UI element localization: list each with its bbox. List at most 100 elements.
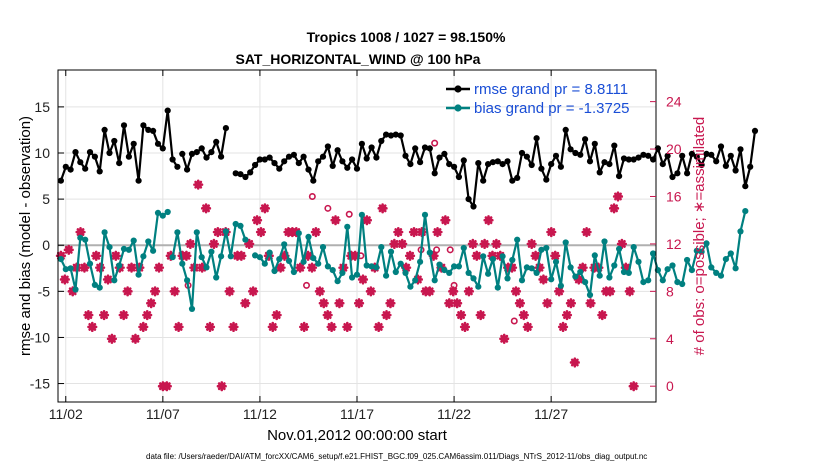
rmse-point xyxy=(125,153,132,160)
rmse-point xyxy=(91,153,98,160)
rmse-point xyxy=(329,162,336,169)
rmse-point xyxy=(86,149,94,156)
rmse-point xyxy=(562,126,569,133)
y2-axis-label: # of obs: o=possible; ∗=assimilated xyxy=(691,117,708,356)
obs-assimilated-marker xyxy=(487,250,498,261)
x-tick-label: 11/22 xyxy=(437,406,471,422)
obs-assimilated-marker xyxy=(59,274,70,285)
obs-assimilated-marker xyxy=(185,238,196,250)
bias-point xyxy=(339,269,346,276)
bias-point xyxy=(611,262,618,269)
rmse-point xyxy=(164,107,171,114)
rmse-point xyxy=(669,173,676,181)
bias-point xyxy=(208,248,215,255)
y2-tick-label: 12 xyxy=(666,236,682,252)
obs-assimilated-marker xyxy=(302,250,314,261)
rmse-point xyxy=(407,161,414,168)
obs-assimilated-marker xyxy=(259,203,271,214)
obs-assimilated-marker xyxy=(452,298,463,309)
obs-assimilated-marker xyxy=(624,286,635,297)
rmse-point xyxy=(538,165,545,172)
bias-point xyxy=(684,256,691,264)
obs-assimilated-marker xyxy=(550,250,561,261)
bias-point xyxy=(518,277,526,284)
bias-point xyxy=(533,269,540,276)
bias-point xyxy=(324,263,331,270)
bias-point xyxy=(150,247,157,254)
bias-point xyxy=(640,279,647,286)
obs-assimilated-marker xyxy=(118,309,129,321)
bias-point xyxy=(509,256,516,264)
legend-rmse-marker xyxy=(454,85,462,93)
rmse-point xyxy=(650,156,657,163)
rmse-point xyxy=(285,153,293,160)
y2-tick-label: 4 xyxy=(666,331,674,347)
rmse-point xyxy=(679,152,686,159)
y-tick-label: 0 xyxy=(42,237,50,253)
rmse-point xyxy=(596,169,603,176)
bias-point xyxy=(557,282,565,289)
rmse-point xyxy=(518,149,526,157)
bias-point xyxy=(441,267,448,274)
bias-point xyxy=(489,256,496,263)
bias-point xyxy=(732,265,739,272)
rmse-point xyxy=(577,151,584,158)
obs-assimilated-marker xyxy=(193,179,204,190)
rmse-point xyxy=(193,149,200,156)
obs-assimilated-marker xyxy=(416,226,427,238)
bias-point xyxy=(111,277,118,284)
data-file-footer: data file: /Users/raeder/DAI/ATM_forcXX/… xyxy=(146,452,647,461)
bias-point xyxy=(242,236,249,243)
obs-assimilated-marker xyxy=(106,333,118,344)
y-tick-label: -15 xyxy=(30,376,50,392)
obs-assimilated-marker xyxy=(342,321,353,333)
obs-assimilated-marker xyxy=(75,226,86,238)
bias-point xyxy=(96,284,103,291)
x-tick-label: 11/27 xyxy=(534,406,568,422)
obs-assimilated-marker xyxy=(275,262,286,273)
bias-point xyxy=(145,238,152,245)
rmse-point xyxy=(421,144,429,151)
bias-point xyxy=(494,284,501,291)
rmse-point xyxy=(111,137,118,145)
obs-assimilated-marker xyxy=(483,215,494,226)
rmse-point xyxy=(154,140,162,147)
obs-assimilated-marker xyxy=(440,215,451,226)
obs-assimilated-marker xyxy=(530,250,541,261)
bias-point xyxy=(713,269,720,276)
rmse-point xyxy=(606,161,613,168)
rmse-point xyxy=(693,153,700,160)
rmse-point xyxy=(159,145,166,152)
obs-assimilated-marker xyxy=(620,262,631,273)
obs-assimilated-marker xyxy=(522,321,533,333)
bias-point xyxy=(552,258,560,265)
bias-point xyxy=(271,267,278,275)
rmse-point xyxy=(698,161,705,169)
rmse-point xyxy=(480,177,487,184)
obs-possible-marker xyxy=(308,192,316,200)
obs-assimilated-marker xyxy=(200,203,212,214)
bias-point xyxy=(358,211,365,218)
rmse-point xyxy=(611,142,618,149)
obs-assimilated-marker xyxy=(55,250,67,261)
rmse-point xyxy=(67,166,74,173)
obs-assimilated-marker xyxy=(467,238,478,250)
bias-point xyxy=(154,209,162,216)
rmse-point xyxy=(101,126,108,133)
obs-assimilated-marker xyxy=(181,250,192,261)
obs-assimilated-marker xyxy=(228,321,239,333)
bias-point xyxy=(106,244,113,251)
bias-point xyxy=(285,257,293,264)
rmse-point xyxy=(494,158,501,165)
obs-assimilated-marker xyxy=(546,226,557,238)
obs-assimilated-marker xyxy=(401,262,412,273)
x-tick-label: 11/12 xyxy=(243,406,277,422)
bias-point xyxy=(120,245,128,252)
rmse-point xyxy=(528,161,535,169)
rmse-point xyxy=(198,145,205,152)
bias-point xyxy=(179,260,186,267)
bias-point xyxy=(426,249,433,256)
rmse-point xyxy=(470,203,477,210)
rmse-point xyxy=(62,163,69,170)
